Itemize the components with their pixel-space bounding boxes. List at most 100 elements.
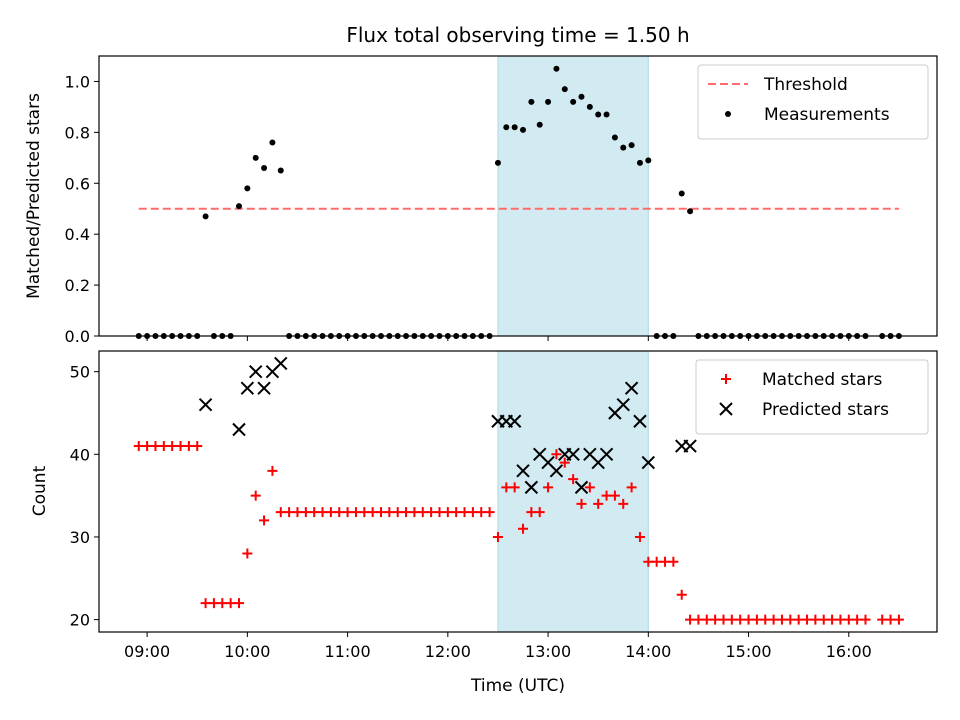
matched-point [158, 441, 169, 452]
predicted-point [257, 381, 271, 395]
matched-point [317, 507, 328, 518]
matched-point [634, 531, 645, 542]
y-tick-label: 0.6 [65, 174, 90, 193]
matched-point [651, 556, 662, 567]
matched-point [893, 614, 904, 625]
matched-point [568, 474, 579, 485]
predicted-point [633, 414, 647, 428]
matched-point [710, 614, 721, 625]
legend-label: Predicted stars [762, 400, 889, 420]
matched-point [693, 614, 704, 625]
matched-point [142, 441, 153, 452]
matched-point [325, 507, 336, 518]
matched-point [660, 556, 671, 567]
matched-point [442, 507, 453, 518]
matched-point [551, 449, 562, 460]
predicted-point [683, 439, 697, 453]
matched-point [401, 507, 412, 518]
x-tick-label: 14:00 [625, 642, 671, 661]
matched-point [300, 507, 311, 518]
y-tick-label: 20 [70, 611, 90, 630]
matched-point [225, 598, 236, 609]
matched-point [793, 614, 804, 625]
matched-point [392, 507, 403, 518]
data-point [494, 159, 501, 166]
legend: Threshold Measurements [697, 64, 929, 140]
matched-point [492, 531, 503, 542]
data-point [236, 203, 243, 210]
data-point [561, 86, 568, 93]
matched-point [877, 614, 888, 625]
matched-point [534, 507, 545, 518]
matched-point [843, 614, 854, 625]
matched-point [150, 441, 161, 452]
matched-point [342, 507, 353, 518]
shaded-interval [497, 56, 649, 336]
data-point [244, 185, 251, 192]
data-point [570, 98, 577, 105]
matched-point [484, 507, 495, 518]
matched-point [735, 614, 746, 625]
y-tick-label: 0.8 [65, 123, 90, 142]
matched-point [559, 457, 570, 468]
chart-title: Flux total observing time = 1.50 h [346, 23, 689, 47]
predicted-point [566, 447, 580, 462]
data-point [628, 142, 635, 149]
predicted-point [599, 447, 614, 462]
matched-point [250, 490, 261, 501]
y-tick-label: 0.4 [65, 225, 90, 244]
predicted-point [616, 398, 630, 412]
matched-point [501, 482, 512, 493]
matched-point [409, 507, 420, 518]
matched-point [267, 465, 278, 476]
matched-point [576, 498, 587, 509]
matched-point [183, 441, 194, 452]
data-point [269, 139, 276, 146]
data-point [553, 65, 560, 72]
legend: Matched stars Predicted stars [695, 359, 929, 435]
matched-point [810, 614, 821, 625]
data-point [545, 98, 552, 105]
matched-point [618, 498, 629, 509]
matched-point [543, 482, 554, 493]
matched-point [175, 441, 186, 452]
x-tick-label: 09:00 [124, 642, 170, 661]
predicted-point [641, 455, 656, 470]
data-point [202, 213, 209, 220]
matched-point [426, 507, 437, 518]
matched-point [601, 490, 612, 501]
predicted-point [524, 480, 539, 495]
matched-point [417, 507, 428, 518]
matched-point [827, 614, 838, 625]
matched-point [643, 556, 654, 567]
data-point [528, 98, 535, 105]
matched-point [760, 614, 771, 625]
data-point [586, 103, 593, 110]
matched-point [217, 598, 228, 609]
matched-point [751, 614, 762, 625]
legend-label: Measurements [764, 105, 890, 125]
matched-point [835, 614, 846, 625]
predicted-point [516, 464, 530, 478]
matched-point [802, 614, 813, 625]
x-tick-label: 10:00 [224, 642, 270, 661]
matched-point [776, 614, 787, 625]
matched-point [234, 598, 245, 609]
matched-point [451, 507, 462, 518]
data-point [536, 121, 543, 128]
data-point [645, 157, 652, 164]
matched-point [526, 507, 537, 518]
matched-point [626, 482, 637, 493]
legend-plus-swatch [721, 374, 731, 384]
x-tick-label: 16:00 [826, 642, 872, 661]
matched-point [133, 441, 144, 452]
x-axis-label: Time (UTC) [470, 676, 565, 696]
shaded-interval [497, 351, 649, 632]
legend-dot-swatch [725, 111, 731, 117]
predicted-point [624, 381, 639, 395]
predicted-point [240, 381, 255, 395]
data-point [687, 208, 694, 215]
predicted-point [232, 422, 246, 437]
matched-point [334, 507, 345, 518]
